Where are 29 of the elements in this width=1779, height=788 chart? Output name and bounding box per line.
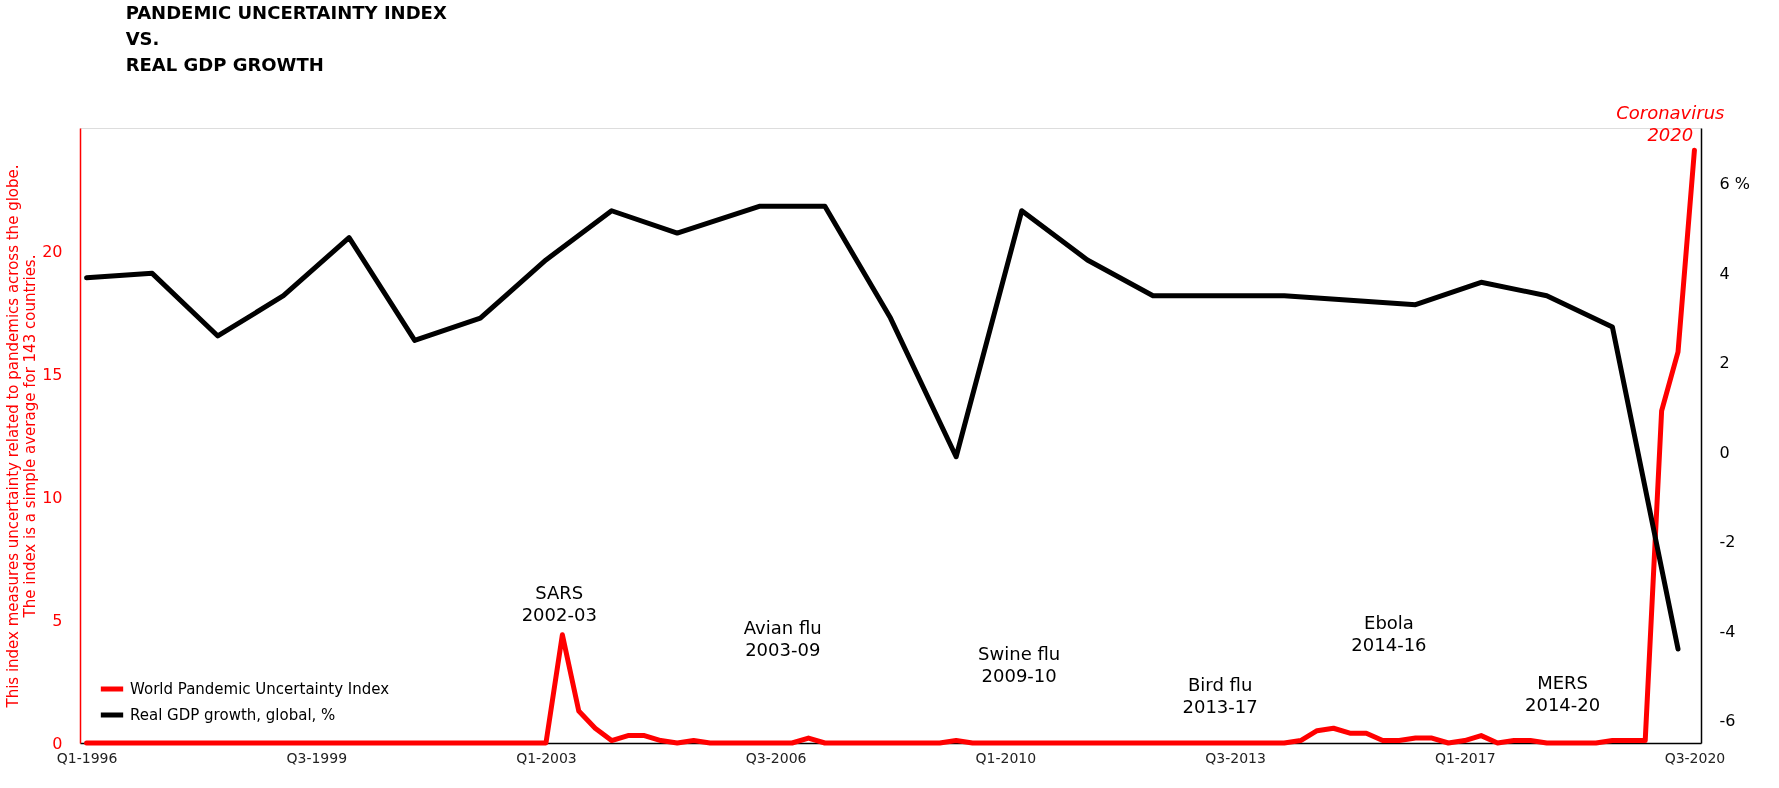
x-tick-label: Q1-2017 (1434, 749, 1496, 766)
y-tick-label: 20 (42, 241, 63, 261)
x-tick-label: Q1-2010 (975, 749, 1037, 766)
annotation: SARS 2002-03 (521, 581, 597, 625)
x-tick-label: Q3-2006 (745, 749, 807, 766)
x-tick-label: Q3-2013 (1205, 749, 1266, 766)
chart-title: PANDEMIC UNCERTAINTY INDEX VS. REAL GDP GROWTH (125, 2, 447, 75)
legend-label: Real GDP growth, global, % (130, 706, 336, 724)
legend-label: World Pandemic Uncertainty Index (130, 680, 390, 698)
annotation: Avian flu 2003-09 (743, 616, 822, 660)
annotation: Coronavirus 2020 (1616, 102, 1725, 145)
annotation: Ebola 2014-16 (1351, 612, 1427, 656)
x-tick-label: Q1-2003 (516, 749, 577, 766)
x-tick-label: Q3-2020 (1664, 749, 1726, 766)
y-tick-label: 10 (42, 487, 63, 507)
y2-tick-label: 4 (1719, 263, 1730, 283)
annotation: Swine flu 2009-10 (978, 643, 1061, 687)
x-tick-label: Q3-1999 (286, 749, 348, 766)
y2-tick-label: 6 % (1719, 174, 1750, 194)
annotation: MERS 2014-20 (1524, 672, 1601, 716)
y2-tick-label: -2 (1719, 532, 1736, 552)
y2-tick-label: -4 (1719, 621, 1736, 641)
y2-tick-label: 0 (1719, 442, 1730, 462)
y-tick-label: 5 (52, 610, 63, 630)
annotation: Bird flu 2013-17 (1182, 673, 1258, 717)
y2-tick-label: 2 (1719, 353, 1730, 373)
y-tick-label: 15 (42, 364, 63, 384)
y2-tick-label: -6 (1719, 711, 1736, 731)
y-axis-title: This index measures uncertainty related to pandemics across the globe. The index is a simple average for 143 countries. (4, 164, 40, 709)
